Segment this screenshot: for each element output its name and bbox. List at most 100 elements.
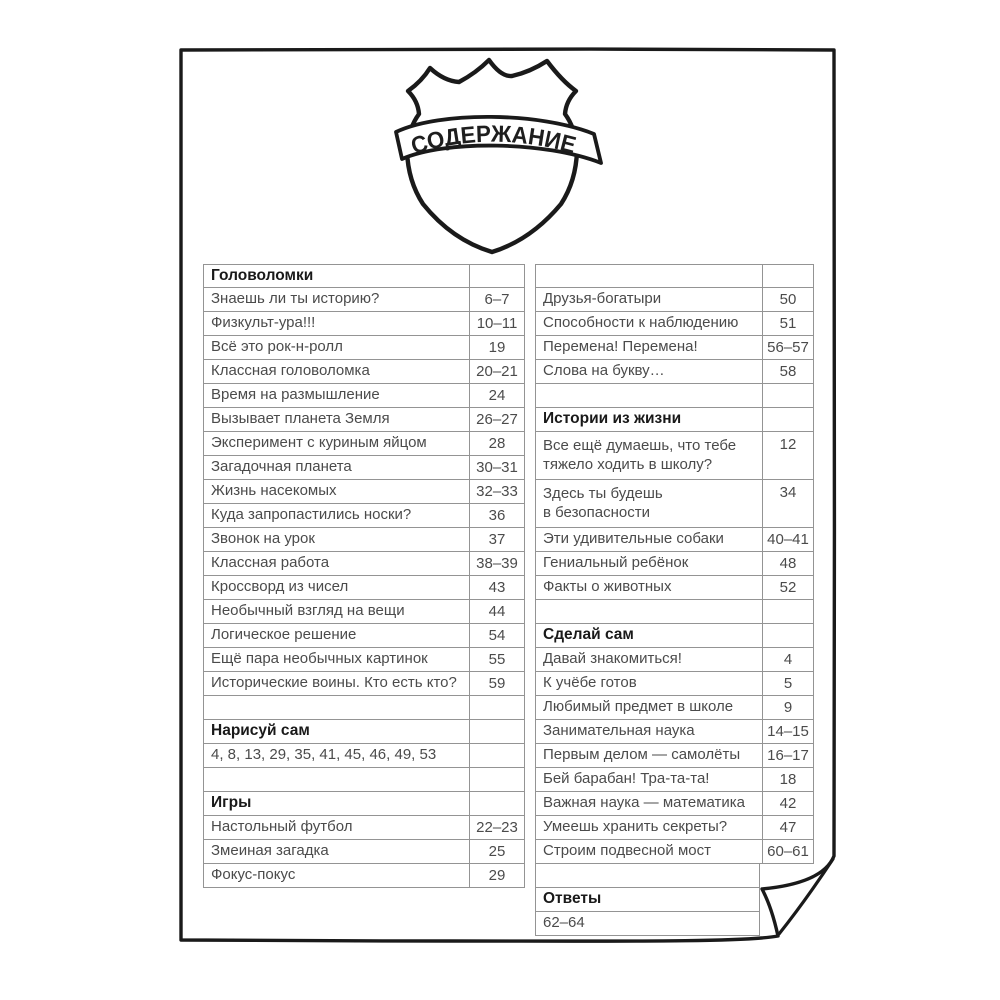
toc-entry-row: Всё это рок-н-ролл 19 xyxy=(203,336,525,360)
section-title: Ответы xyxy=(543,890,602,908)
entry-pages xyxy=(762,600,813,623)
entry-title: Умеешь хранить секреты? xyxy=(543,818,728,836)
entry-title: Время на размышление xyxy=(211,386,380,404)
entry-title: Любимый предмет в школе xyxy=(543,698,734,716)
toc-entry-row: Куда запропастились носки? 36 xyxy=(203,504,525,528)
entry-pages: 50 xyxy=(762,288,813,311)
section-title: Нарисуй сам xyxy=(211,722,310,740)
entry-title: Физкульт-ура!!! xyxy=(211,314,316,332)
entry-pages: 52 xyxy=(762,576,813,599)
entry-title: К учёбе готов xyxy=(543,674,637,692)
toc-entry-row: Исторические воины. Кто есть кто? 59 xyxy=(203,672,525,696)
entry-pages xyxy=(762,384,813,407)
entry-pages: 34 xyxy=(762,480,813,527)
entry-title: Всё это рок-н-ролл xyxy=(211,338,343,356)
entry-title xyxy=(536,384,762,407)
entry-title: Важная наука — математика xyxy=(543,794,746,812)
toc-section-header-row: Нарисуй сам xyxy=(203,720,525,744)
entry-pages xyxy=(762,408,813,431)
entry-pages: 12 xyxy=(762,432,813,479)
toc-entry-row: Любимый предмет в школе 9 xyxy=(535,696,814,720)
toc-section-header-row: Головоломки xyxy=(203,264,525,288)
entry-pages: 6–7 xyxy=(469,288,524,311)
toc-entry-row: Змеиная загадка 25 xyxy=(203,840,525,864)
entry-pages xyxy=(762,624,813,647)
entry-title: Исторические воины. Кто есть кто? xyxy=(211,674,457,692)
entry-pages: 32–33 xyxy=(469,480,524,503)
entry-pages: 51 xyxy=(762,312,813,335)
entry-pages: 5 xyxy=(762,672,813,695)
toc-section-header-row: Ответы xyxy=(535,888,760,912)
entry-title: Все ещё думаешь, что тебе тяжело ходить … xyxy=(543,436,737,473)
entry-title: Друзья-богатыри xyxy=(543,290,662,308)
entry-title xyxy=(536,600,762,623)
entry-pages xyxy=(469,744,524,767)
toc-entry-row: Настольный футбол 22–23 xyxy=(203,816,525,840)
toc-entry-row: Бей барабан! Тра-та-та! 18 xyxy=(535,768,814,792)
toc-entry-row: Фокус-покус 29 xyxy=(203,864,525,888)
entry-pages: 37 xyxy=(469,528,524,551)
entry-pages xyxy=(469,265,524,287)
toc-entry-row: Эти удивительные собаки 40–41 xyxy=(535,528,814,552)
entry-pages: 20–21 xyxy=(469,360,524,383)
entry-title: Бей барабан! Тра-та-та! xyxy=(543,770,710,788)
entry-pages xyxy=(762,265,813,287)
entry-pages: 58 xyxy=(762,360,813,383)
entry-pages: 38–39 xyxy=(469,552,524,575)
entry-title: Строим подвесной мост xyxy=(543,842,711,860)
entry-title: Эти удивительные собаки xyxy=(543,530,724,548)
toc-section-header-row: Игры xyxy=(203,792,525,816)
entry-pages: 24 xyxy=(469,384,524,407)
entry-pages: 16–17 xyxy=(762,744,813,767)
entry-pages: 28 xyxy=(469,432,524,455)
entry-pages: 47 xyxy=(762,816,813,839)
toc-empty-row xyxy=(203,768,525,792)
toc-entry-row: Классная работа 38–39 xyxy=(203,552,525,576)
toc-empty-row xyxy=(535,864,760,888)
toc-entry-row: Жизнь насекомых 32–33 xyxy=(203,480,525,504)
toc-empty-row xyxy=(203,696,525,720)
entry-pages: 25 xyxy=(469,840,524,863)
toc-entry-row: Здесь ты будешь в безопасности 34 xyxy=(535,480,814,528)
entry-title: Первым делом — самолёты xyxy=(543,746,741,764)
toc-entry-row: Первым делом — самолёты 16–17 xyxy=(535,744,814,768)
toc-entry-row: Умеешь хранить секреты? 47 xyxy=(535,816,814,840)
entry-pages: 56–57 xyxy=(762,336,813,359)
entry-title: Знаешь ли ты историю? xyxy=(211,290,380,308)
entry-pages xyxy=(469,792,524,815)
section-title: Игры xyxy=(211,794,252,812)
toc-entry-row: Классная головоломка 20–21 xyxy=(203,360,525,384)
toc-entry-row: Способности к наблюдению 51 xyxy=(535,312,814,336)
entry-title: Фокус-покус xyxy=(211,866,296,884)
toc-entry-row: Занимательная наука 14–15 xyxy=(535,720,814,744)
badge-title: СОДЕРЖАНИЕ xyxy=(408,121,579,159)
entry-title: Классная работа xyxy=(211,554,330,572)
ribbon-banner xyxy=(394,114,603,165)
toc-entry-row: Физкульт-ура!!! 10–11 xyxy=(203,312,525,336)
toc-left-table: Головоломки Знаешь ли ты историю? 6–7 Физку… xyxy=(203,264,525,888)
entry-title: Слова на букву… xyxy=(543,362,665,380)
entry-title: Давай знакомиться! xyxy=(543,650,682,668)
entry-pages: 26–27 xyxy=(469,408,524,431)
toc-entry-row: Перемена! Перемена! 56–57 xyxy=(535,336,814,360)
entry-title: Куда запропастились носки? xyxy=(211,506,412,524)
entry-title: Кроссворд из чисел xyxy=(211,578,349,596)
toc-entry-row: Логическое решение 54 xyxy=(203,624,525,648)
entry-title xyxy=(536,265,762,287)
entry-pages: 55 xyxy=(469,648,524,671)
entry-title: Змеиная загадка xyxy=(211,842,329,860)
toc-entry-row: Время на размышление 24 xyxy=(203,384,525,408)
toc-entry-row: Необычный взгляд на вещи 44 xyxy=(203,600,525,624)
entry-title: 62–64 xyxy=(543,914,585,932)
entry-pages: 43 xyxy=(469,576,524,599)
entry-pages: 19 xyxy=(469,336,524,359)
toc-section-header-row: Истории из жизни xyxy=(535,408,814,432)
entry-pages: 54 xyxy=(469,624,524,647)
toc-entry-row: Звонок на урок 37 xyxy=(203,528,525,552)
toc-entry-row: Строим подвесной мост 60–61 xyxy=(535,840,814,864)
toc-entry-row: Ещё пара необычных картинок 55 xyxy=(203,648,525,672)
entry-pages xyxy=(469,720,524,743)
toc-entry-row: Друзья-богатыри 50 xyxy=(535,288,814,312)
toc-entry-row: Вызывает планета Земля 26–27 xyxy=(203,408,525,432)
